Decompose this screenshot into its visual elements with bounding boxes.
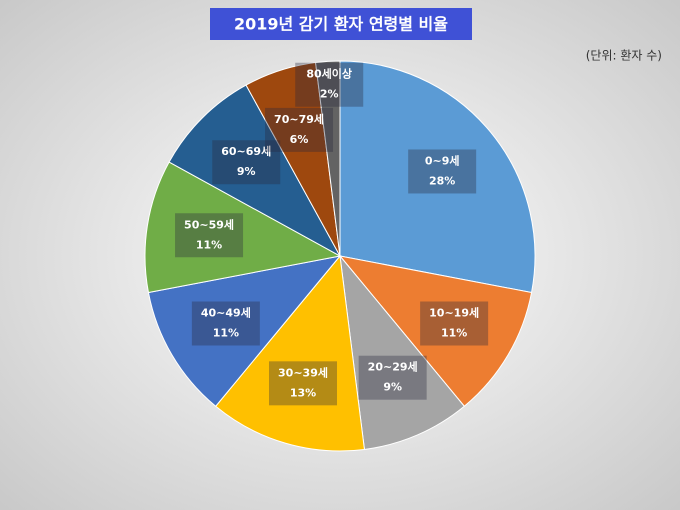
pie-slice	[338, 255, 533, 407]
label-box	[420, 301, 489, 346]
category-label: 10~19세	[429, 305, 479, 319]
label-box	[269, 361, 338, 406]
value-label: 9%	[237, 165, 256, 178]
pie-slice	[315, 60, 341, 257]
value-label: 28%	[429, 174, 455, 187]
title-box	[210, 8, 472, 40]
pie-slice	[168, 84, 342, 258]
value-label: 2%	[320, 88, 339, 101]
pie-slice	[214, 254, 365, 452]
value-label: 13%	[290, 386, 316, 399]
category-label: 80세이상	[306, 67, 352, 81]
label-box	[265, 107, 334, 152]
chart-subtitle: (단위: 환자 수)	[586, 49, 662, 63]
label-box	[175, 213, 244, 258]
chart-title: 2019년 감기 환자 연령별 비율	[234, 15, 448, 34]
pie-slice	[339, 60, 536, 294]
category-label: 60~69세	[221, 144, 271, 158]
category-label: 20~29세	[368, 360, 418, 374]
value-label: 11%	[441, 326, 467, 339]
category-label: 40~49세	[201, 305, 251, 319]
pie-slice	[144, 161, 342, 294]
value-label: 11%	[196, 238, 222, 251]
category-label: 70~79세	[274, 112, 324, 126]
pie	[144, 60, 536, 452]
labels: 0~9세 28% 10~19세 11% 20~29세 9% 30~39세 13% 40~49세 1…	[175, 62, 489, 406]
category-label: 50~59세	[184, 217, 234, 231]
category-label: 0~9세	[425, 153, 460, 167]
value-label: 11%	[213, 326, 239, 339]
label-box	[358, 355, 427, 400]
label-box	[295, 62, 364, 107]
label-box	[191, 301, 260, 346]
category-label: 30~39세	[278, 365, 328, 379]
pie-slice	[339, 254, 466, 451]
value-label: 9%	[383, 381, 402, 394]
label-box	[408, 149, 477, 194]
value-label: 6%	[290, 133, 309, 146]
pie-slice	[147, 255, 342, 407]
label-box	[212, 140, 281, 185]
